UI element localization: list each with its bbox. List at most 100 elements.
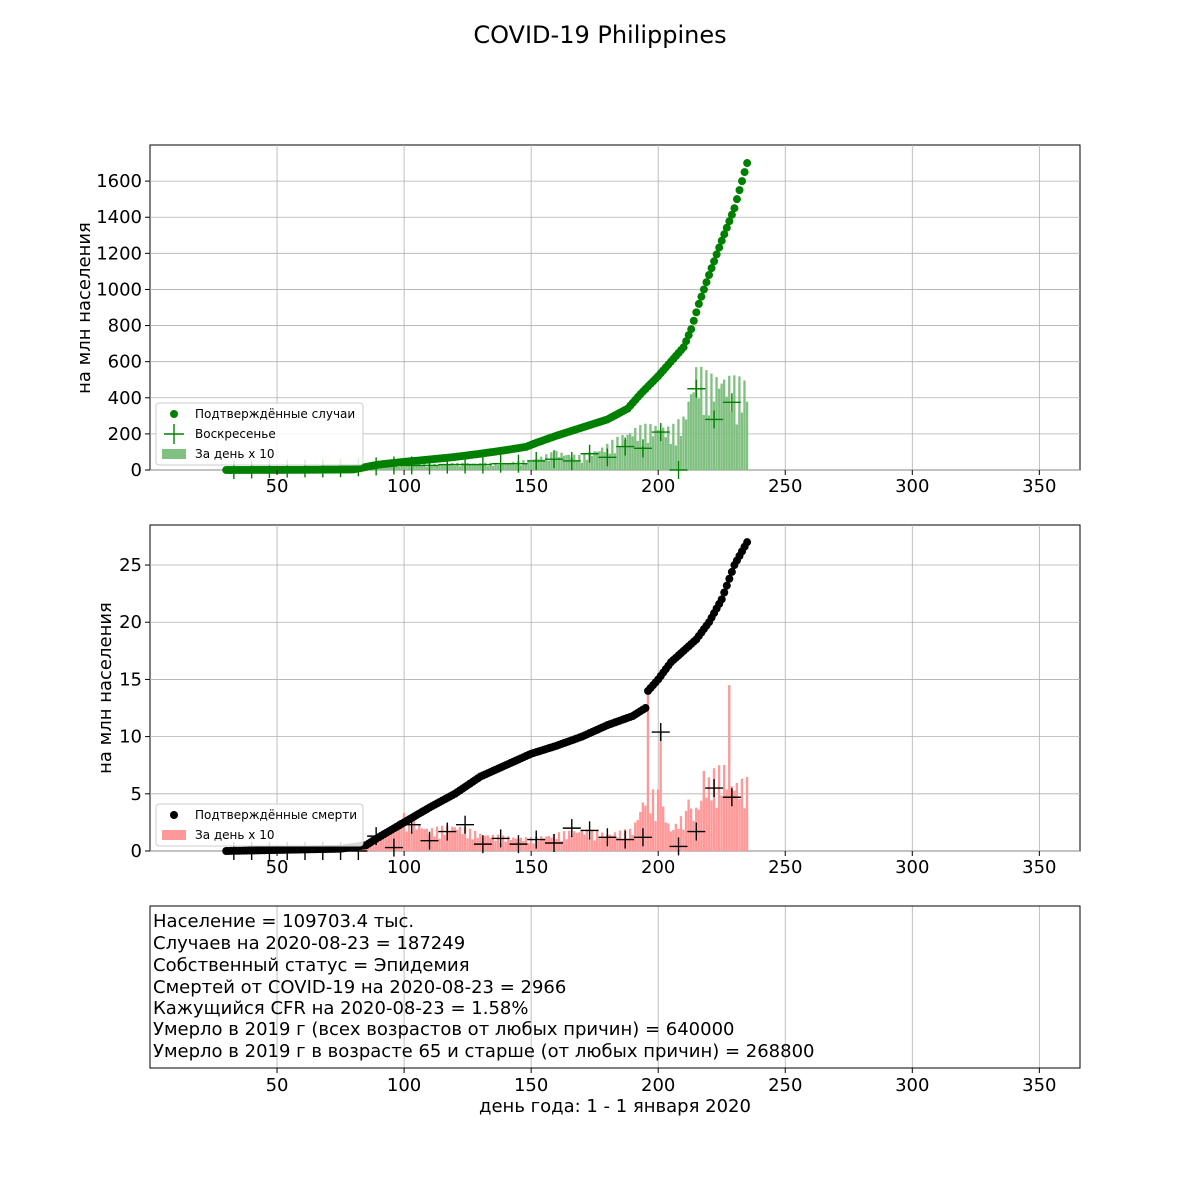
deaths-daily-bar xyxy=(473,830,477,851)
deaths-daily-bar xyxy=(453,827,456,851)
deaths-y-tick-label: 5 xyxy=(131,784,142,805)
cases-daily-bar xyxy=(545,454,548,470)
cases-daily-bar xyxy=(448,464,451,470)
deaths-daily-bar xyxy=(570,835,573,851)
deaths-daily-bar xyxy=(507,836,510,851)
cases-daily-bar xyxy=(484,462,487,470)
cases-daily-bar xyxy=(616,436,619,470)
deaths-daily-bar xyxy=(529,837,533,851)
cases-cumulative-point xyxy=(689,316,698,325)
cases-cumulative-point xyxy=(679,343,688,352)
deaths-daily-bar xyxy=(728,685,731,851)
cases-daily-bar xyxy=(608,453,611,470)
deaths-daily-bar xyxy=(433,836,436,851)
cases-daily-bar xyxy=(730,410,733,470)
deaths-daily-bar xyxy=(443,834,446,851)
deaths-daily-bar xyxy=(390,830,393,851)
cases-x-tick-label: 50 xyxy=(266,476,289,497)
cases-daily-bar xyxy=(595,451,599,470)
cases-daily-bar xyxy=(601,447,604,470)
cases-daily-bar xyxy=(451,463,454,470)
cases-x-tick-label: 200 xyxy=(641,476,675,497)
cases-cumulative-point xyxy=(735,186,744,195)
cases-daily-bar xyxy=(405,464,408,470)
cases-daily-bar xyxy=(695,367,698,470)
cases-y-tick-label: 1200 xyxy=(96,243,142,264)
cases-cumulative-point xyxy=(694,299,703,308)
cases-daily-bar xyxy=(529,461,533,470)
deaths-daily-bar xyxy=(438,838,441,851)
cases-cumulative-point xyxy=(705,271,714,279)
cases-daily-bar xyxy=(649,423,652,470)
cases-daily-bar xyxy=(613,453,617,470)
deaths-daily-bar xyxy=(702,770,706,851)
cases-y-tick-label: 1000 xyxy=(96,279,142,300)
deaths-daily-bar xyxy=(583,834,586,851)
deaths-daily-bar xyxy=(471,839,474,851)
deaths-daily-bar xyxy=(674,823,678,851)
info-panel: Население = 109703.4 тыс. Случаев на 202… xyxy=(149,905,1081,1117)
cases-daily-bar xyxy=(682,416,685,470)
deaths-daily-bar xyxy=(601,832,604,851)
deaths-daily-bar xyxy=(415,829,418,851)
deaths-y-tick-label: 0 xyxy=(131,841,142,862)
cases-daily-bar xyxy=(700,366,703,470)
info-panel-frame xyxy=(149,905,1081,1069)
cases-daily-bar xyxy=(733,375,736,470)
cases-daily-bar xyxy=(507,463,510,470)
deaths-daily-bar xyxy=(740,778,744,851)
deaths-cumulative-point xyxy=(720,588,729,597)
info-x-tick-label: 250 xyxy=(768,1075,802,1096)
cases-daily-bar xyxy=(689,394,693,470)
deaths-daily-bar xyxy=(484,835,487,851)
cases-cumulative-point xyxy=(697,292,706,301)
deaths-legend-label: За день x 10 xyxy=(195,828,274,842)
cases-daily-bar xyxy=(412,464,416,470)
cases-cumulative-point xyxy=(687,325,696,334)
cases-daily-bar xyxy=(423,463,426,470)
deaths-daily-bar xyxy=(639,812,642,851)
deaths-daily-bar xyxy=(486,835,490,851)
cases-daily-bar xyxy=(669,443,672,470)
deaths-daily-bar xyxy=(496,834,500,851)
deaths-daily-bar xyxy=(412,819,416,851)
cases-daily-bar xyxy=(555,450,558,470)
deaths-daily-bar xyxy=(440,825,444,851)
deaths-legend-label: Подтверждённые смерти xyxy=(195,808,357,822)
cases-legend-label: Подтверждённые случаи xyxy=(195,407,355,421)
cases-daily-bar xyxy=(402,465,406,470)
cases-daily-bar xyxy=(440,464,444,470)
deaths-daily-bar xyxy=(590,829,594,851)
deaths-daily-bar xyxy=(461,834,464,851)
deaths-daily-bar xyxy=(654,821,657,851)
cases-daily-bar xyxy=(400,464,403,470)
deaths-cumulative-point xyxy=(641,704,650,713)
cases-legend: Подтверждённые случаи Воскресенье За день … xyxy=(155,402,364,466)
deaths-daily-bar xyxy=(550,837,553,851)
cases-daily-bar xyxy=(415,465,418,470)
cases-daily-bar xyxy=(717,388,721,470)
deaths-daily-bar xyxy=(715,807,718,851)
cases-daily-bar xyxy=(496,464,500,470)
deaths-daily-bar xyxy=(402,812,406,851)
deaths-daily-bar xyxy=(400,827,403,851)
cases-daily-bar xyxy=(491,465,495,470)
deaths-daily-bar xyxy=(692,820,695,851)
deaths-daily-bar xyxy=(651,789,655,851)
deaths-daily-bar xyxy=(730,786,733,851)
cases-legend-label: Воскресенье xyxy=(195,427,276,441)
cases-daily-bar xyxy=(509,464,512,470)
cases-daily-bar xyxy=(471,463,474,470)
cases-y-tick-label: 0 xyxy=(131,460,142,481)
info-panel-axis: 50 100 150 200 250 300 350 xyxy=(266,906,1057,1096)
cases-daily-bar xyxy=(382,466,385,470)
deaths-daily-bar xyxy=(712,768,716,851)
cases-y-tick-label: 800 xyxy=(108,316,142,337)
deaths-daily-bar xyxy=(733,790,736,851)
cases-y-tick-label: 1400 xyxy=(96,207,142,228)
deaths-daily-bar xyxy=(565,839,568,851)
deaths-daily-bar xyxy=(593,840,596,851)
deaths-daily-bar xyxy=(588,838,591,851)
deaths-cumulative-point xyxy=(722,581,731,590)
cases-daily-bar xyxy=(443,464,446,470)
